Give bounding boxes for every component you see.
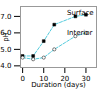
svg-text:5.0: 5.0 [0,46,11,54]
svg-text:Duration (days): Duration (days) [31,81,86,89]
svg-text:pH: pH [2,32,10,42]
svg-text:20: 20 [60,75,70,84]
svg-text:30: 30 [81,75,91,84]
svg-text:10: 10 [39,75,49,84]
svg-text:Interior: Interior [67,29,93,37]
svg-text:Surface: Surface [67,9,94,17]
svg-text:4.0: 4.0 [0,62,11,70]
svg-text:7.0: 7.0 [0,13,11,21]
svg-text:0: 0 [20,75,24,83]
